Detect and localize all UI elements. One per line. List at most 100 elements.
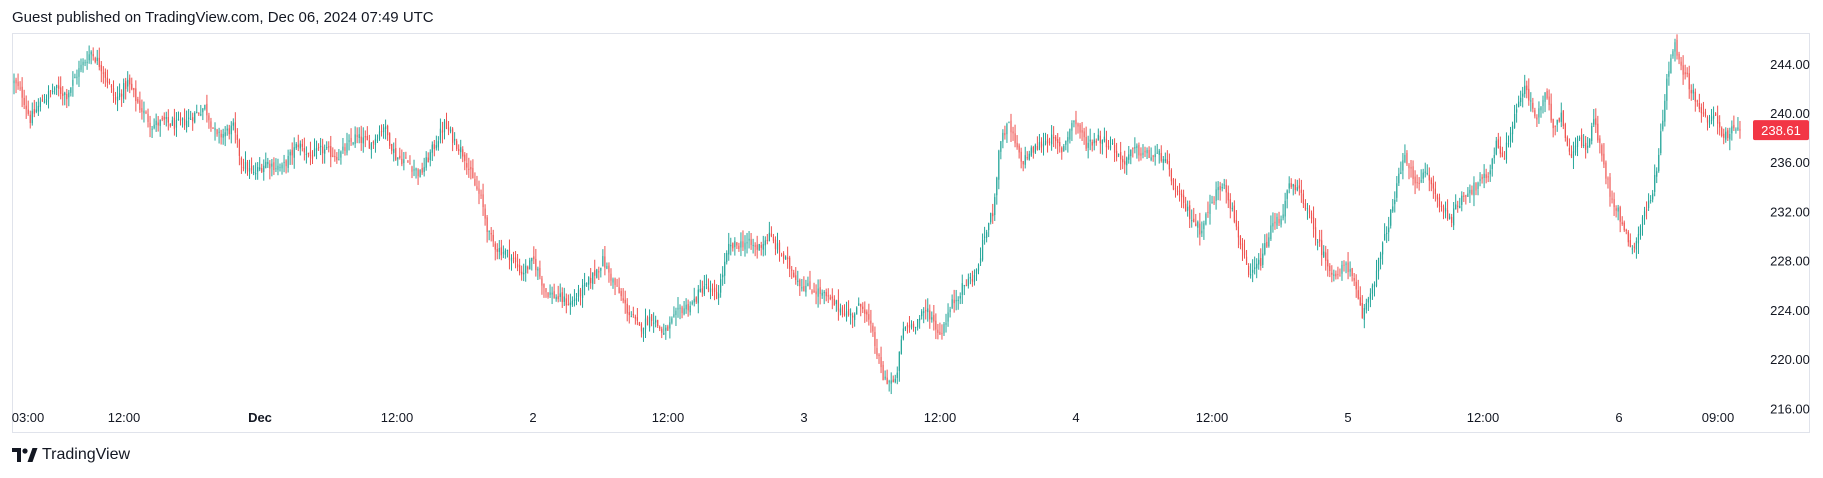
candle-body — [1203, 223, 1205, 230]
candle-body — [1398, 173, 1400, 184]
candle-body — [94, 58, 96, 63]
candle-body — [1647, 200, 1650, 209]
candle-body — [1593, 119, 1595, 125]
candle-body — [1453, 208, 1455, 226]
candle-body — [1115, 150, 1118, 158]
candle-body — [177, 118, 180, 120]
candle-body — [484, 208, 486, 219]
candle-body — [78, 68, 80, 77]
candle-body — [74, 77, 76, 79]
candle-body — [653, 322, 655, 324]
candle-body — [693, 298, 695, 303]
candle-body — [1416, 182, 1418, 184]
candle-body — [760, 245, 762, 248]
candle-body — [1384, 233, 1386, 241]
candle-body — [1223, 184, 1225, 186]
candle-body — [939, 331, 941, 335]
last-price-badge-bg — [1753, 120, 1809, 141]
candle-body — [1471, 189, 1473, 195]
candle-body — [815, 291, 817, 295]
candle-body — [39, 101, 41, 108]
candle-body — [1191, 220, 1193, 222]
candle-body — [1422, 172, 1424, 179]
candle-body — [1379, 253, 1382, 260]
candle-body — [1310, 213, 1313, 219]
candle-body — [1111, 143, 1114, 145]
candle-body — [539, 268, 541, 277]
candle-body — [886, 377, 888, 384]
candle-body — [1250, 274, 1252, 276]
candle-body — [27, 109, 29, 114]
candle-body — [1623, 222, 1625, 231]
chart-canvas[interactable]: 244.00 240.00 236.00 232.00 228.00 224.00 220.… — [12, 33, 1810, 433]
candle-body — [123, 83, 125, 99]
candle-body — [750, 239, 752, 245]
candle-body — [305, 153, 307, 155]
candle-body — [594, 270, 596, 276]
candle-body — [1363, 308, 1365, 320]
candle-body — [849, 313, 852, 316]
candle-body — [92, 54, 94, 57]
candle-body — [194, 112, 196, 123]
candle-body — [1178, 190, 1181, 195]
candle-body — [186, 120, 188, 128]
candle-body — [1197, 221, 1199, 228]
candle-body — [118, 93, 121, 98]
candle-body — [307, 152, 310, 155]
candle-body — [1152, 155, 1154, 157]
candle-body — [1349, 269, 1351, 272]
candle-body — [1737, 127, 1739, 130]
candle-body — [910, 323, 913, 328]
candle-body — [553, 291, 555, 298]
candle-body — [571, 300, 573, 305]
candlestick-chart[interactable]: 244.00 240.00 236.00 232.00 228.00 224.00 220.… — [12, 33, 1810, 433]
candle-body — [1556, 119, 1558, 125]
candle-body — [979, 258, 982, 263]
candle-body — [1057, 139, 1059, 144]
candle-body — [845, 311, 848, 318]
candle-body — [1473, 182, 1475, 196]
candle-body — [183, 119, 186, 126]
candle-body — [204, 104, 206, 109]
candle-body — [732, 243, 734, 249]
candle-body — [1083, 131, 1085, 138]
candle-body — [1089, 139, 1091, 142]
candle-body — [941, 333, 943, 335]
candle-body — [1589, 139, 1591, 147]
candle-body — [1347, 262, 1349, 273]
candle-body — [143, 110, 145, 114]
candle-body — [1051, 134, 1053, 145]
candle-body — [1008, 121, 1010, 123]
candle-series — [13, 34, 1741, 395]
candle-body — [45, 98, 48, 103]
candle-body — [1211, 201, 1213, 203]
time-tick-label: 12:00 — [652, 410, 685, 425]
candle-body — [214, 128, 216, 131]
candle-body — [1520, 97, 1522, 103]
candle-body — [232, 122, 234, 126]
candle-body — [1654, 174, 1656, 192]
candle-body — [1690, 90, 1692, 94]
candle-body — [1428, 174, 1430, 181]
candle-body — [937, 329, 939, 333]
candle-body — [1207, 211, 1209, 213]
candle-body — [330, 146, 332, 158]
candle-body — [734, 241, 736, 248]
candle-body — [860, 304, 862, 307]
candle-body — [230, 125, 232, 135]
candle-body — [890, 380, 892, 384]
candle-body — [285, 160, 287, 167]
candle-body — [218, 131, 220, 133]
candle-body — [1635, 241, 1638, 250]
candle-body — [1044, 140, 1047, 145]
candle-body — [1136, 145, 1138, 148]
candle-body — [811, 290, 813, 293]
candle-body — [1195, 223, 1197, 226]
candle-body — [405, 157, 407, 159]
candle-body — [1607, 178, 1609, 180]
candle-body — [287, 155, 289, 168]
candle-body — [472, 167, 474, 178]
candle-body — [476, 186, 478, 190]
candle-body — [955, 300, 957, 302]
candle-body — [208, 115, 210, 121]
